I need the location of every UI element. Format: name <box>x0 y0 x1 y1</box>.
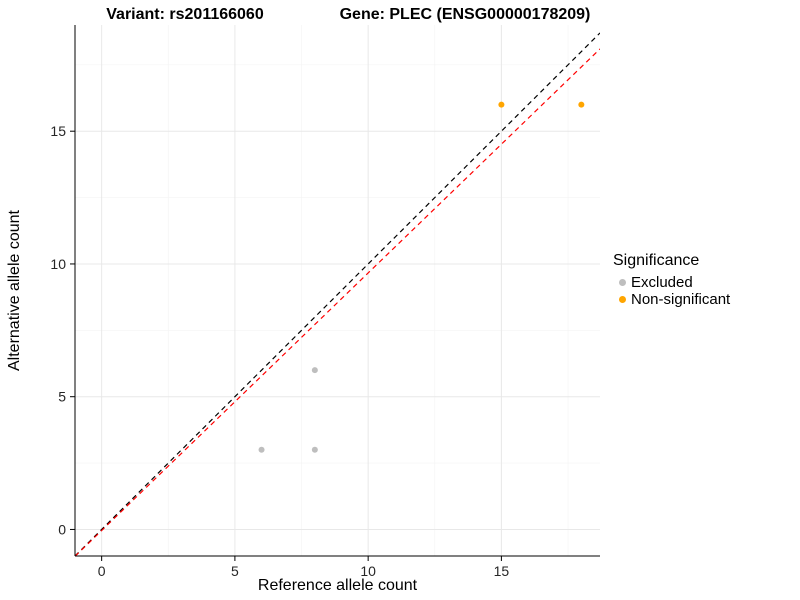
data-point-excluded <box>311 367 318 374</box>
excluded-point-icon <box>619 279 626 286</box>
x-axis-label: Reference allele count <box>257 577 418 594</box>
y-tick-label: 0 <box>58 521 66 537</box>
legend-entry-excluded: Excluded <box>613 274 730 291</box>
legend-label-excluded: Excluded <box>631 274 693 291</box>
y-axis-label: Alternative allele count <box>6 210 23 371</box>
data-point-excluded <box>311 446 318 453</box>
plot-title-gene: Gene: PLEC (ENSG00000178209) <box>339 6 591 23</box>
non-significant-point-icon <box>619 296 626 303</box>
x-tick-label: 15 <box>494 563 510 579</box>
legend: Significance Excluded Non-significant <box>613 252 730 308</box>
x-tick-label: 5 <box>231 563 239 579</box>
data-point-non-significant <box>578 101 585 108</box>
x-tick-label: 10 <box>360 563 376 579</box>
fit-line <box>75 48 600 556</box>
legend-entry-non-significant: Non-significant <box>613 291 730 308</box>
y-tick-label: 5 <box>58 389 66 405</box>
reference-lines <box>75 32 600 556</box>
y-tick-label: 10 <box>50 256 66 272</box>
plot-title-variant: Variant: rs201166060 <box>106 6 264 23</box>
y-tick-label: 15 <box>50 123 66 139</box>
data-point-non-significant <box>498 101 505 108</box>
data-point-excluded <box>258 446 265 453</box>
x-tick-label: 0 <box>98 563 106 579</box>
legend-label-non-significant: Non-significant <box>631 291 731 308</box>
identity-line <box>75 32 600 556</box>
legend-title: Significance <box>613 252 700 269</box>
